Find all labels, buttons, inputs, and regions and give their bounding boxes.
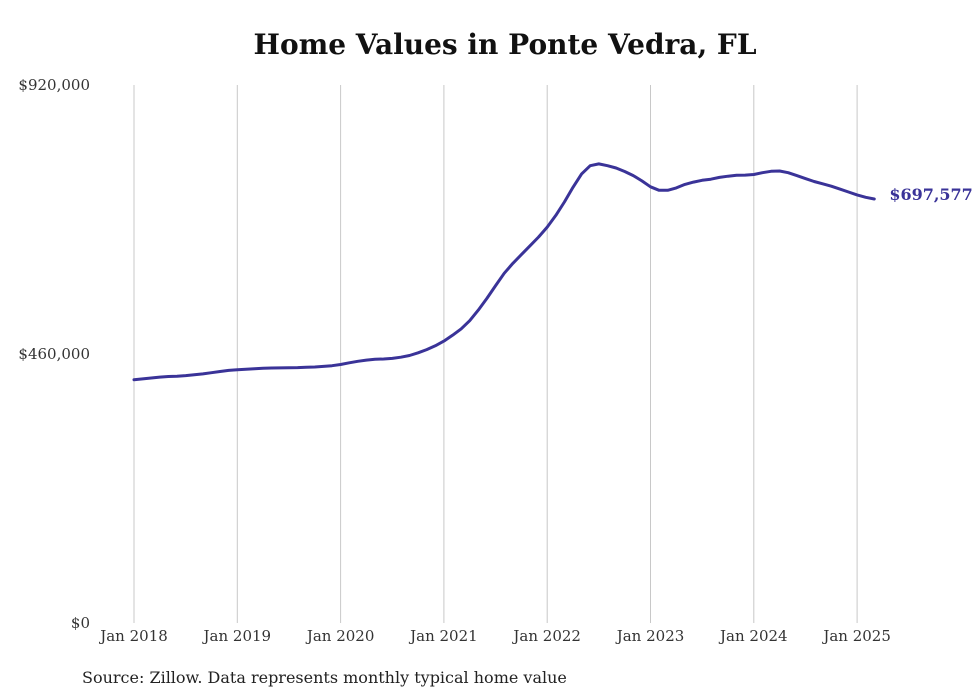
x-tick-label: Jan 2018 <box>98 627 168 645</box>
end-value-label: $697,577 <box>889 185 973 204</box>
y-tick-label: $920,000 <box>18 76 90 94</box>
series-line <box>132 162 876 382</box>
x-tick-label: Jan 2021 <box>408 627 478 645</box>
source-note: Source: Zillow. Data represents monthly … <box>82 668 567 687</box>
x-tick-label: Jan 2020 <box>305 627 375 645</box>
y-tick-label: $460,000 <box>18 345 90 363</box>
x-tick-label: Jan 2022 <box>511 627 581 645</box>
x-tick-label: Jan 2024 <box>718 627 788 645</box>
x-tick-label: Jan 2023 <box>615 627 685 645</box>
y-tick-label: $0 <box>71 614 90 632</box>
x-tick-label: Jan 2019 <box>202 627 272 645</box>
x-tick-label: Jan 2025 <box>821 627 891 645</box>
chart-title: Home Values in Ponte Vedra, FL <box>253 28 757 61</box>
